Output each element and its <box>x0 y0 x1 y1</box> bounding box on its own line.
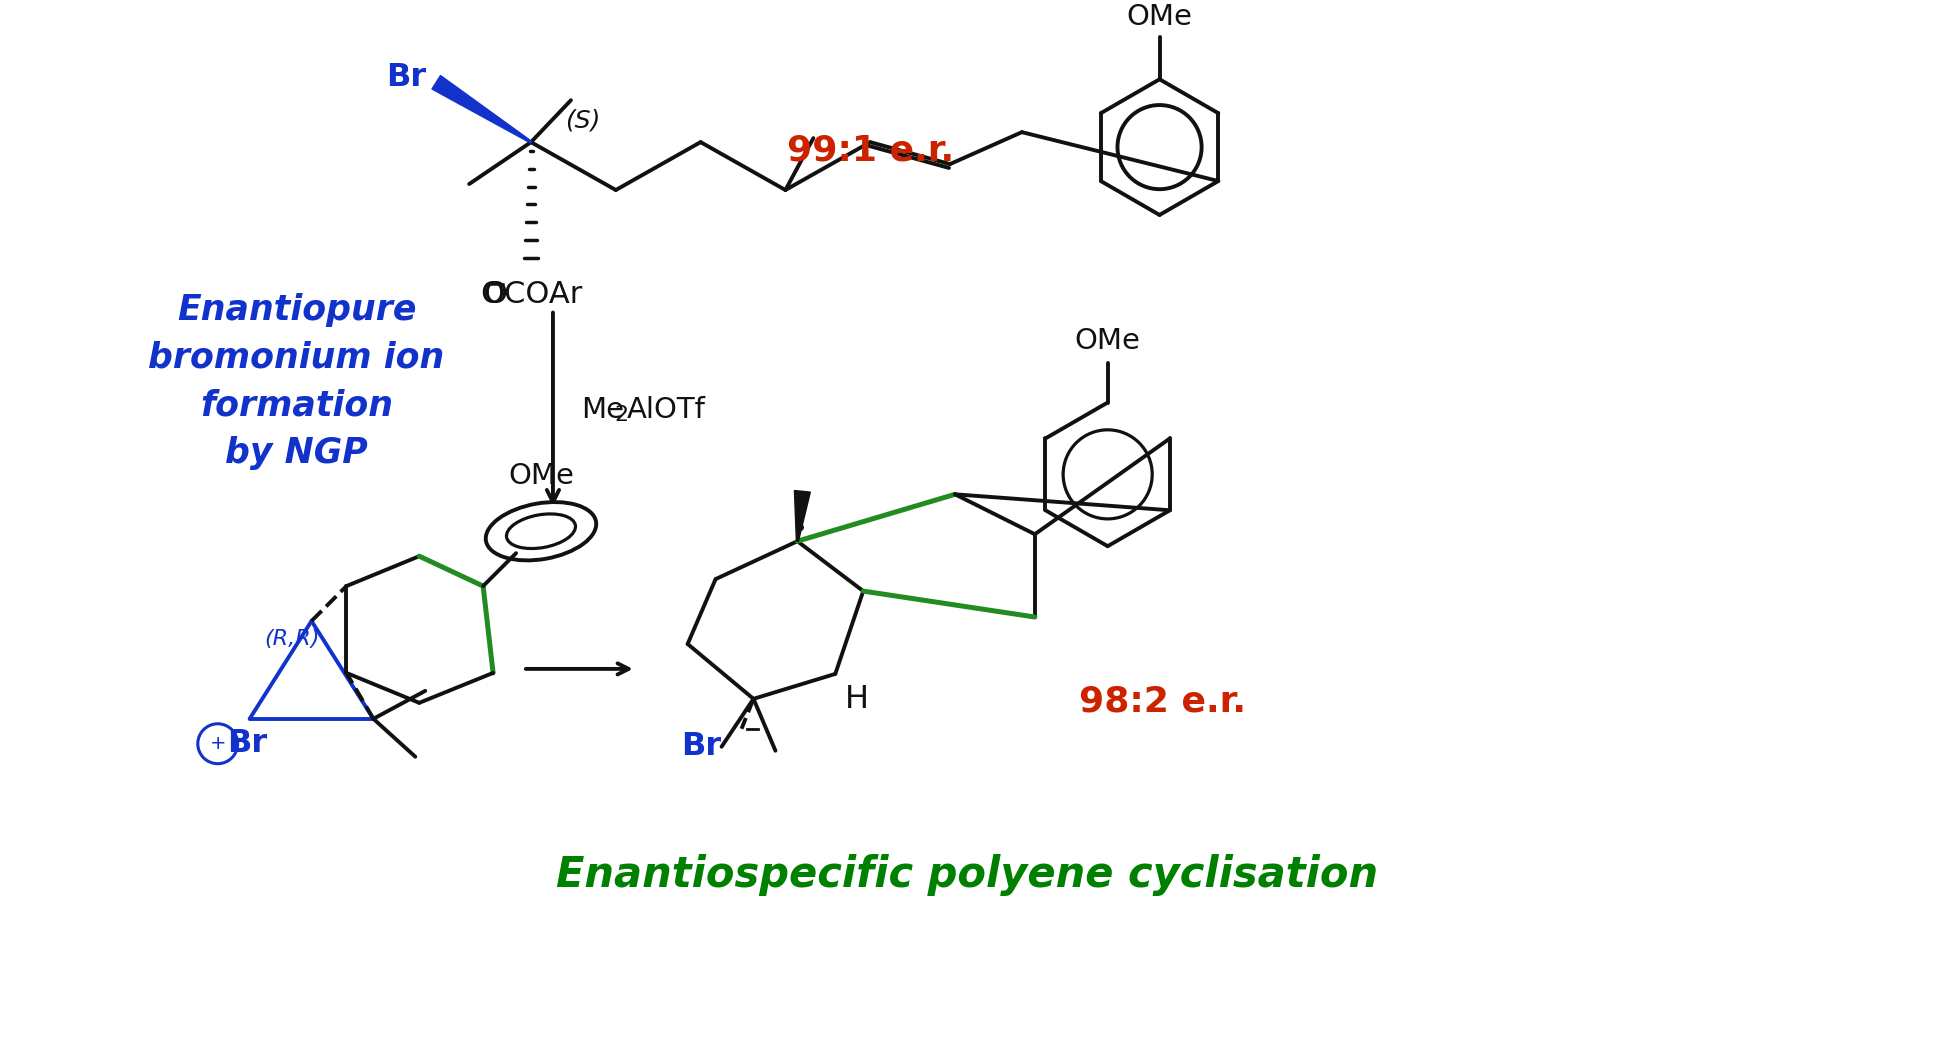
Text: AlOTf: AlOTf <box>627 395 706 424</box>
Text: (S): (S) <box>565 108 601 132</box>
Text: OMe: OMe <box>1128 3 1193 32</box>
Text: Br: Br <box>387 62 425 92</box>
Text: Br: Br <box>228 729 267 759</box>
Text: OMe: OMe <box>509 462 574 491</box>
Polygon shape <box>431 75 532 143</box>
Text: Br: Br <box>681 732 721 763</box>
Text: 98:2 e.r.: 98:2 e.r. <box>1079 685 1245 719</box>
Text: formation: formation <box>199 389 393 423</box>
Text: +: + <box>209 734 226 753</box>
Text: Me: Me <box>580 395 625 424</box>
Text: Enantiospecific polyene cyclisation: Enantiospecific polyene cyclisation <box>555 855 1379 896</box>
Text: Enantiopure: Enantiopure <box>176 293 416 327</box>
Text: O: O <box>484 280 507 309</box>
Text: (R,R): (R,R) <box>263 629 319 649</box>
Polygon shape <box>795 491 810 542</box>
Text: OCOAr: OCOAr <box>480 280 582 309</box>
Text: by NGP: by NGP <box>224 436 367 470</box>
Text: 2: 2 <box>615 406 629 426</box>
Text: 99:1 e.r.: 99:1 e.r. <box>787 133 953 167</box>
Text: H: H <box>845 684 868 716</box>
Text: OMe: OMe <box>1075 327 1141 355</box>
Text: bromonium ion: bromonium ion <box>149 341 445 375</box>
